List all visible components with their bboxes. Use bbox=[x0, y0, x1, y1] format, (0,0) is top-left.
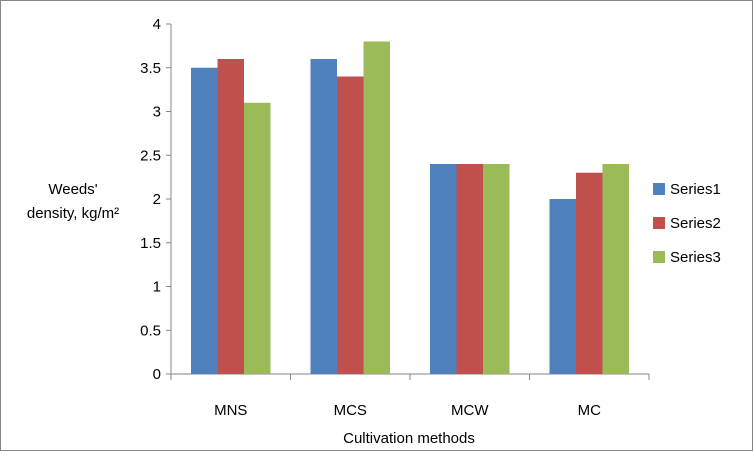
bar-series1-mcw bbox=[430, 164, 457, 374]
legend-swatch bbox=[653, 251, 665, 263]
legend-label: Series3 bbox=[670, 249, 721, 266]
x-tick-label: MC bbox=[578, 402, 601, 419]
y-axis-ticks: 0 0.5 1 1.5 2 2.5 3 3.5 4 bbox=[140, 16, 171, 383]
legend-swatch bbox=[653, 217, 665, 229]
y-axis-title-line1: Weeds' bbox=[48, 181, 97, 198]
legend-swatch bbox=[653, 183, 665, 195]
y-tick-label: 2.5 bbox=[140, 147, 161, 164]
bar-series3-mcs bbox=[363, 41, 390, 374]
y-tick-label: 3.5 bbox=[140, 60, 161, 77]
bar-series3-mns bbox=[244, 102, 271, 374]
bars bbox=[191, 41, 629, 374]
y-tick-label: 2 bbox=[153, 191, 161, 208]
bar-series1-mc bbox=[549, 199, 576, 374]
bar-series2-mns bbox=[217, 59, 244, 374]
y-tick-label: 1.5 bbox=[140, 235, 161, 252]
bar-series3-mcw bbox=[483, 164, 510, 374]
bar-series1-mns bbox=[191, 67, 218, 374]
x-axis-title: Cultivation methods bbox=[343, 430, 475, 447]
legend-label: Series1 bbox=[670, 181, 721, 198]
bar-series2-mc bbox=[576, 172, 603, 374]
bar-series1-mcs bbox=[310, 59, 337, 374]
bar-series2-mcw bbox=[456, 164, 483, 374]
x-axis-ticks: MNS MCS MCW MC bbox=[170, 374, 650, 419]
bar-series3-mc bbox=[602, 164, 629, 374]
y-axis-title-line2: density, kg/m² bbox=[27, 205, 119, 222]
legend-label: Series2 bbox=[670, 215, 721, 232]
x-tick-label: MCW bbox=[451, 402, 489, 419]
x-tick-label: MNS bbox=[214, 402, 247, 419]
y-tick-label: 0 bbox=[153, 366, 161, 383]
x-tick-label: MCS bbox=[334, 402, 367, 419]
y-tick-label: 3 bbox=[153, 104, 161, 121]
y-tick-label: 1 bbox=[153, 279, 161, 296]
y-tick-label: 0.5 bbox=[140, 322, 161, 339]
y-tick-label: 4 bbox=[153, 16, 161, 33]
bar-series2-mcs bbox=[337, 76, 364, 374]
legend: Series1 Series2 Series3 bbox=[653, 181, 721, 266]
